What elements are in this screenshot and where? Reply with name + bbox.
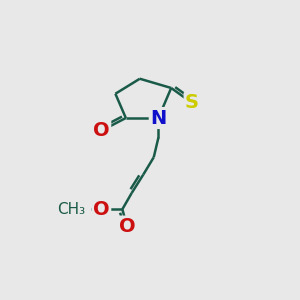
Text: O: O	[119, 217, 135, 236]
Text: O: O	[93, 200, 110, 219]
Text: N: N	[150, 109, 167, 128]
Text: S: S	[185, 94, 199, 112]
Text: CH₃: CH₃	[57, 202, 85, 217]
Text: O: O	[93, 121, 110, 140]
